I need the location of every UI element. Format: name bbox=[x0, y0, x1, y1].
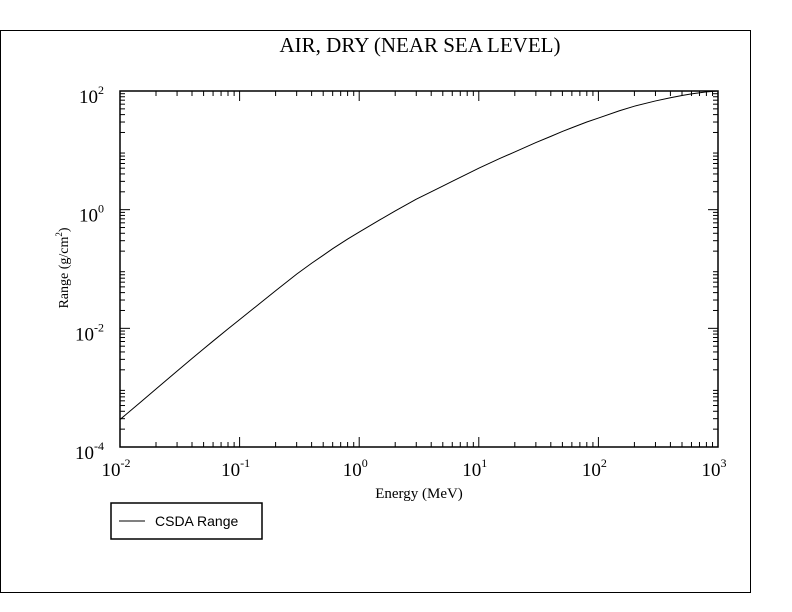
x-axis-label: Energy (MeV) bbox=[375, 486, 463, 502]
x-tick-label: 10-1 bbox=[221, 456, 250, 481]
x-tick-label: 101 bbox=[462, 456, 487, 481]
x-tick-label: 103 bbox=[702, 456, 727, 481]
y-tick-label: 102 bbox=[79, 83, 104, 108]
major-ticks bbox=[119, 90, 719, 448]
y-tick-labels: 10-4 10-2 100 102 bbox=[75, 83, 104, 464]
series-line-csda-range bbox=[119, 90, 719, 420]
y-axis-label: Range (g/cm2) bbox=[54, 227, 72, 308]
legend: CSDA Range bbox=[110, 502, 263, 540]
x-tick-labels: 10-2 10-1 100 101 102 103 bbox=[102, 456, 727, 481]
plot-area bbox=[119, 90, 719, 448]
chart-title: AIR, DRY (NEAR SEA LEVEL) bbox=[280, 33, 561, 57]
figure-frame bbox=[0, 30, 751, 593]
minor-ticks bbox=[120, 91, 718, 447]
legend-label: CSDA Range bbox=[155, 513, 238, 529]
y-tick-label: 100 bbox=[79, 202, 104, 227]
y-tick-label: 10-4 bbox=[75, 439, 104, 464]
x-tick-label: 100 bbox=[343, 456, 368, 481]
y-axis-label-base: Range (g/cm bbox=[57, 237, 72, 309]
y-axis-label-close: ) bbox=[57, 227, 72, 232]
y-tick-label: 10-2 bbox=[75, 320, 104, 345]
x-tick-label: 10-2 bbox=[102, 456, 131, 481]
x-tick-label: 102 bbox=[582, 456, 607, 481]
y-axis-label-sup: 2 bbox=[54, 232, 64, 237]
